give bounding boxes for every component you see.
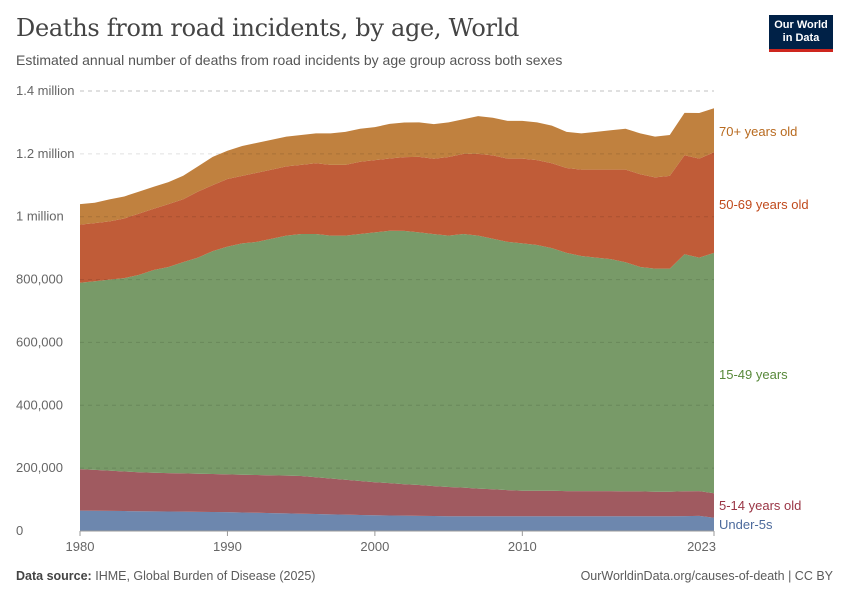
series-label: 70+ years old (719, 124, 797, 139)
y-tick-label: 1 million (16, 209, 64, 224)
y-tick-label: 1.4 million (16, 83, 75, 98)
footer-link[interactable]: OurWorldinData.org/causes-of-death | CC … (580, 569, 833, 583)
y-tick-label: 1.2 million (16, 146, 75, 161)
source-label: Data source: (16, 569, 92, 583)
x-tick-label: 2000 (360, 539, 389, 554)
y-tick-label: 600,000 (16, 334, 63, 349)
owid-logo[interactable]: Our World in Data (769, 15, 833, 52)
area-70-years-old (80, 108, 714, 225)
area-5-14-years-old (80, 469, 714, 518)
series-label: 50-69 years old (719, 197, 809, 212)
chart-title: Deaths from road incidents, by age, Worl… (16, 14, 520, 42)
chart-subtitle: Estimated annual number of deaths from r… (16, 52, 563, 68)
series-label: 5-14 years old (719, 498, 801, 513)
area-50-69-years-old (80, 152, 714, 283)
source-text[interactable]: IHME, Global Burden of Disease (2025) (95, 569, 316, 583)
x-tick-label: 2010 (508, 539, 537, 554)
area-15-49-years (80, 230, 714, 494)
x-tick-label: 1980 (66, 539, 95, 554)
series-label: 15-49 years (719, 367, 788, 382)
series-label: Under-5s (719, 517, 773, 532)
y-tick-label: 0 (16, 523, 23, 538)
x-tick-label: 2023 (687, 539, 716, 554)
y-tick-label: 400,000 (16, 397, 63, 412)
y-tick-label: 800,000 (16, 272, 63, 287)
x-tick-label: 1990 (213, 539, 242, 554)
logo-text: Our World in Data (774, 19, 828, 44)
area-under-5s (80, 510, 714, 531)
data-source: Data source: IHME, Global Burden of Dise… (16, 569, 315, 583)
y-tick-label: 200,000 (16, 460, 63, 475)
